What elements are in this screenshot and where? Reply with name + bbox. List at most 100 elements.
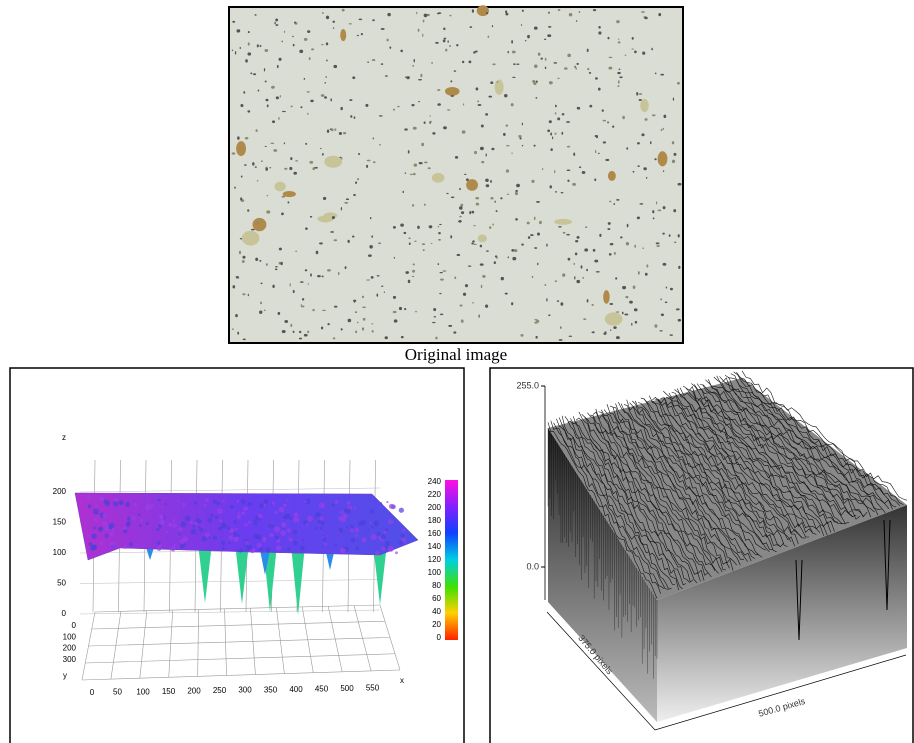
speck bbox=[491, 147, 495, 151]
speck bbox=[371, 235, 373, 238]
surface-texture bbox=[238, 547, 243, 553]
speck bbox=[333, 239, 338, 242]
speck bbox=[547, 129, 551, 133]
surface-texture bbox=[178, 527, 183, 531]
speck bbox=[423, 121, 426, 124]
speck bbox=[306, 91, 310, 93]
speck bbox=[597, 87, 601, 91]
surface-texture bbox=[113, 497, 119, 503]
speck bbox=[489, 226, 492, 229]
speck bbox=[405, 271, 409, 274]
speck bbox=[536, 200, 540, 203]
speck bbox=[617, 38, 620, 40]
speck bbox=[550, 148, 553, 151]
surface-texture bbox=[358, 521, 363, 527]
speck bbox=[287, 201, 290, 204]
surface-texture bbox=[301, 539, 305, 542]
speck bbox=[644, 272, 648, 276]
surface-texture bbox=[258, 502, 265, 508]
speck bbox=[469, 26, 473, 29]
surface-line bbox=[702, 384, 857, 517]
surface-line bbox=[629, 402, 763, 558]
speck bbox=[576, 279, 581, 284]
surface-texture bbox=[304, 498, 311, 505]
speck bbox=[674, 241, 677, 243]
speck bbox=[412, 263, 415, 266]
speck bbox=[531, 179, 535, 183]
speck bbox=[625, 295, 629, 299]
speck bbox=[646, 264, 649, 268]
speck bbox=[247, 52, 252, 56]
surface-texture bbox=[118, 500, 124, 505]
speck bbox=[234, 186, 236, 189]
surface-spike bbox=[234, 535, 250, 604]
surface-texture bbox=[164, 502, 167, 506]
speck bbox=[638, 99, 642, 101]
speck bbox=[247, 110, 251, 113]
speck bbox=[473, 225, 476, 227]
speck bbox=[345, 198, 350, 201]
surface-texture bbox=[374, 524, 378, 527]
speck bbox=[353, 193, 356, 197]
surface-texture bbox=[204, 497, 209, 503]
speck bbox=[617, 71, 621, 75]
speck bbox=[332, 337, 336, 340]
speck bbox=[604, 331, 607, 334]
speck bbox=[324, 96, 328, 99]
speck bbox=[475, 87, 479, 91]
speck bbox=[618, 68, 621, 70]
speck bbox=[554, 191, 558, 193]
speck bbox=[548, 81, 553, 85]
speck bbox=[471, 242, 474, 245]
speck bbox=[558, 339, 563, 341]
y-tick-label: 0 bbox=[72, 621, 77, 630]
speck bbox=[461, 211, 465, 215]
surface-texture bbox=[228, 541, 231, 545]
surface-texture bbox=[338, 528, 344, 534]
surface-texture bbox=[102, 521, 107, 527]
colorbar-tick-label: 180 bbox=[428, 516, 442, 525]
speck bbox=[668, 234, 671, 237]
speck bbox=[312, 308, 315, 312]
speck bbox=[490, 197, 494, 200]
speck bbox=[566, 169, 571, 171]
speck bbox=[424, 161, 428, 164]
surface-texture bbox=[304, 500, 307, 503]
speck bbox=[260, 301, 262, 305]
speck bbox=[453, 331, 457, 334]
spike bbox=[795, 559, 803, 641]
speck bbox=[634, 50, 637, 54]
speck bbox=[340, 328, 343, 331]
speck bbox=[315, 250, 319, 255]
speck bbox=[512, 76, 516, 78]
surface-line bbox=[724, 374, 886, 514]
speck bbox=[250, 228, 255, 231]
speck bbox=[520, 24, 523, 26]
speck bbox=[485, 304, 489, 308]
surface-texture bbox=[133, 502, 138, 507]
surface-texture bbox=[302, 520, 308, 525]
speck bbox=[443, 27, 446, 31]
speck bbox=[253, 73, 257, 76]
speck bbox=[585, 226, 588, 228]
speck bbox=[430, 242, 433, 245]
surface-texture bbox=[376, 532, 381, 536]
speck bbox=[581, 171, 586, 174]
speck bbox=[367, 254, 372, 257]
speck bbox=[332, 27, 335, 29]
speck bbox=[575, 240, 579, 243]
surface-line bbox=[581, 413, 701, 582]
speck bbox=[299, 49, 304, 54]
surface-texture bbox=[109, 531, 114, 536]
speck bbox=[505, 124, 509, 127]
speck bbox=[592, 248, 596, 252]
speck bbox=[409, 173, 414, 176]
speck bbox=[261, 160, 263, 162]
speck bbox=[421, 243, 426, 246]
speck bbox=[281, 329, 286, 334]
speck bbox=[422, 33, 424, 38]
surface-texture bbox=[93, 517, 98, 522]
surface-line bbox=[685, 388, 835, 532]
